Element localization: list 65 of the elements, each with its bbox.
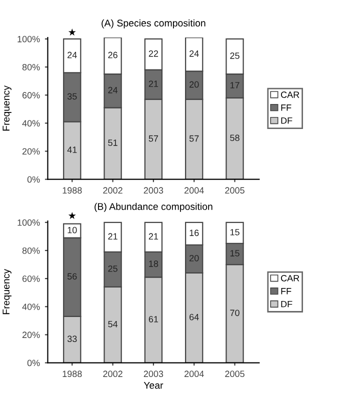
data-label: 26	[108, 52, 118, 58]
data-label: 24	[190, 50, 199, 57]
x-tick-label: 2005	[225, 370, 244, 378]
y-tick-label: 100%	[18, 219, 40, 226]
y-tick-label: 80%	[22, 64, 40, 70]
y-tick-label: 80%	[22, 247, 40, 254]
legend-label: DF	[281, 300, 292, 308]
data-label: 10	[68, 226, 77, 234]
legend-label: CAR	[281, 275, 300, 282]
data-label: 16	[190, 230, 199, 236]
x-tick-label: 2004	[184, 370, 204, 378]
data-label: 15	[230, 250, 240, 256]
data-label: 58	[230, 134, 240, 142]
x-axis-title: Year	[144, 382, 164, 389]
data-label: 21	[148, 233, 158, 240]
data-label: 25	[230, 52, 240, 59]
data-label: 54	[108, 321, 118, 328]
legend-label: FF	[281, 104, 292, 111]
legend-label: DF	[281, 117, 292, 124]
data-label: 51	[108, 140, 118, 146]
x-tick-label: 2005	[225, 187, 244, 194]
data-label: 15	[230, 229, 240, 236]
data-label: 24	[68, 52, 77, 58]
x-tick-label: 2004	[184, 187, 204, 194]
data-label: 41	[67, 146, 77, 153]
chart-title: (A) Species composition	[102, 19, 206, 28]
data-label: 20	[190, 254, 199, 262]
y-tick-label: 40%	[22, 120, 40, 127]
data-label: 57	[189, 135, 199, 142]
data-label: 35	[67, 93, 77, 100]
data-label: 56	[67, 273, 77, 280]
annotation: ★	[68, 28, 76, 36]
data-label: 18	[149, 260, 158, 267]
data-label: 20	[190, 81, 199, 88]
x-tick-label: 2002	[103, 187, 122, 194]
y-axis-title: Frequency	[2, 85, 12, 131]
data-label: 61	[148, 316, 158, 322]
chart-title: (B) Abundance composition	[94, 202, 212, 212]
y-axis-title: Frequency	[2, 268, 12, 314]
data-label: 64	[190, 314, 199, 320]
data-label: 70	[230, 310, 240, 316]
y-tick-label: 0%	[27, 176, 40, 183]
x-tick-label: 1988	[62, 187, 82, 194]
legend-label: FF	[281, 288, 292, 294]
y-tick-label: 20%	[22, 148, 40, 155]
y-tick-label: 0%	[27, 360, 40, 366]
x-tick-label: 2002	[103, 370, 122, 378]
data-label: 21	[148, 80, 158, 87]
y-tick-label: 60%	[22, 276, 40, 282]
y-tick-label: 100%	[18, 36, 40, 42]
data-label: 17	[230, 82, 240, 88]
y-tick-label: 60%	[22, 92, 40, 98]
y-tick-label: 20%	[22, 332, 40, 338]
data-label: 22	[148, 50, 158, 57]
annotation: ★	[68, 212, 76, 220]
data-label: 33	[67, 336, 77, 342]
x-tick-label: 2003	[144, 370, 164, 378]
data-label: 24	[108, 86, 118, 94]
y-tick-label: 40%	[22, 304, 40, 310]
data-label: 25	[108, 265, 118, 272]
legend-label: CAR	[281, 92, 300, 98]
data-label: 57	[148, 135, 158, 142]
x-tick-label: 1988	[62, 370, 82, 378]
data-label: 21	[108, 233, 118, 240]
x-tick-label: 2003	[144, 187, 164, 194]
